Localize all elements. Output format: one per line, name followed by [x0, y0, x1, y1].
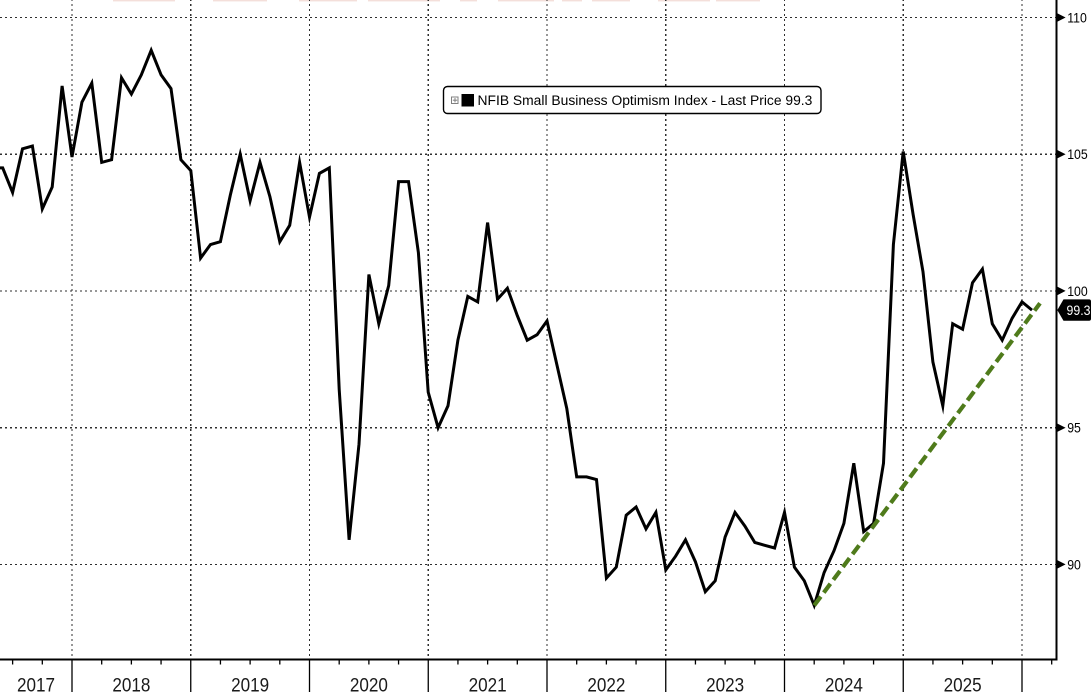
svg-text:105: 105: [1067, 146, 1088, 162]
svg-text:2019: 2019: [231, 675, 269, 692]
svg-text:95: 95: [1067, 420, 1081, 436]
svg-text:2024: 2024: [825, 675, 863, 692]
svg-text:2023: 2023: [706, 675, 744, 692]
svg-text:2020: 2020: [350, 675, 388, 692]
svg-text:2018: 2018: [112, 675, 150, 692]
svg-text:90: 90: [1067, 557, 1081, 573]
svg-text:NFIB Small Business Optimism I: NFIB Small Business Optimism Index - Las…: [478, 92, 813, 108]
svg-text:2025: 2025: [944, 675, 982, 692]
svg-text:2022: 2022: [587, 675, 625, 692]
svg-text:110: 110: [1067, 10, 1087, 26]
svg-text:100: 100: [1067, 283, 1088, 299]
svg-text:2021: 2021: [469, 675, 507, 692]
svg-text:2017: 2017: [17, 675, 55, 692]
svg-text:99.3: 99.3: [1067, 302, 1091, 318]
